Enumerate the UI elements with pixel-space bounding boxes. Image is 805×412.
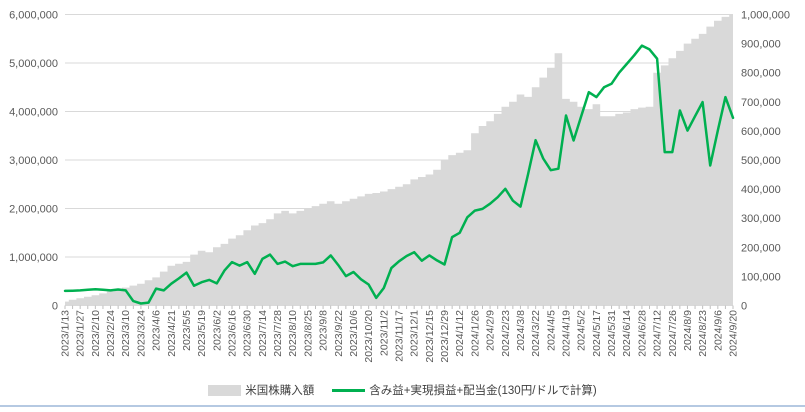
x-axis-label: 2024/9/20 [728, 310, 740, 357]
y-axis-right-tick-label: 600,000 [741, 126, 781, 138]
legend-item-us-stock-purchase[interactable]: 米国株購入額 [208, 382, 314, 398]
legend-label-us-stock-purchase: 米国株購入額 [245, 385, 315, 397]
x-axis-label: 2024/3/22 [530, 310, 542, 357]
x-axis-label: 2024/4/19 [561, 310, 573, 357]
x-axis-label: 2024/2/9 [485, 310, 497, 351]
y-axis-right-tick-label: 800,000 [741, 68, 781, 80]
x-axis-label: 2023/10/6 [348, 310, 360, 357]
x-axis-label: 2023/6/30 [242, 310, 254, 357]
x-axis-label: 2023/9/22 [333, 310, 345, 357]
x-axis-label: 2023/2/24 [105, 310, 117, 357]
x-axis-label: 2024/6/14 [621, 310, 633, 357]
x-axis-label: 2024/7/12 [652, 310, 664, 357]
x-axis-label: 2024/1/26 [469, 310, 481, 357]
y-axis-left-tick-label: 6,000,000 [9, 10, 58, 22]
legend-item-gain[interactable]: 含み益+実現損益+配当金(130円/ドルで計算) [332, 382, 597, 398]
y-axis-right-tick-label: 100,000 [741, 271, 781, 283]
legend: 米国株購入額 含み益+実現損益+配当金(130円/ドルで計算) [0, 382, 805, 398]
x-axis-label: 2023/8/25 [302, 310, 314, 357]
x-axis-label: 2024/4/5 [545, 310, 557, 351]
x-axis-label: 2023/12/1 [409, 310, 421, 357]
x-axis-label: 2024/7/26 [667, 310, 679, 357]
x-axis-label: 2024/8/23 [697, 310, 709, 357]
chart-plot[interactable]: 0 1,000,000 2,000,000 3,000,000 4,000,000 5,0… [0, 0, 805, 378]
x-axis-label: 2023/10/20 [363, 310, 375, 363]
y-axis-right-tick-label: 900,000 [741, 39, 781, 51]
x-axis-label: 2024/5/17 [591, 310, 603, 357]
x-axis-label: 2023/9/8 [318, 310, 330, 351]
x-axis-label: 2023/12/29 [439, 310, 451, 363]
legend-label-gain: 含み益+実現損益+配当金(130円/ドルで計算) [369, 385, 597, 397]
x-axis-label: 2023/6/16 [227, 310, 239, 357]
y-axis-right-tick-label: 400,000 [741, 184, 781, 196]
x-axis-label: 2023/3/24 [135, 310, 147, 357]
y-axis-right-tick-label: 700,000 [741, 97, 781, 109]
y-axis-right-tick-label: 300,000 [741, 213, 781, 225]
x-axis-label: 2024/3/8 [515, 310, 527, 351]
area-series-swatch [208, 384, 242, 396]
x-axis-label: 2023/1/27 [75, 310, 87, 357]
area-series-us-stock-purchase[interactable] [65, 14, 733, 306]
x-axis-label: 2023/4/21 [166, 310, 178, 357]
y-axis-right-tick-label: 1,000,000 [741, 10, 790, 22]
y-axis-left-tick-label: 1,000,000 [9, 252, 58, 264]
x-axis-label: 2024/5/31 [606, 310, 618, 357]
x-axis-label: 2023/7/14 [257, 310, 269, 357]
line-series-gain[interactable] [63, 44, 735, 305]
x-axis-label: 2023/8/10 [287, 310, 299, 357]
x-axis-label: 2023/7/28 [272, 310, 284, 357]
line-series-swatch [332, 388, 366, 392]
y-axis-left-tick-label: 3,000,000 [9, 155, 58, 167]
y-axis-right-tick-label: 200,000 [741, 242, 781, 254]
x-axis-label: 2024/9/6 [712, 310, 724, 351]
x-axis-label: 2023/12/15 [424, 310, 436, 363]
y-axis-right-tick-label: 500,000 [741, 155, 781, 167]
x-axis-label: 2023/11/2 [378, 310, 390, 356]
x-axis-label: 2023/4/6 [151, 310, 163, 351]
x-axis-label: 2024/1/12 [454, 310, 466, 357]
x-axis-label: 2024/8/9 [682, 310, 694, 351]
x-axis-label: 2023/3/10 [120, 310, 132, 357]
y-axis-right-tick-label: 0 [741, 301, 747, 313]
x-axis-label: 2023/5/5 [181, 310, 193, 351]
x-axis-label: 2024/5/2 [576, 310, 588, 351]
x-axis-label: 2023/1/13 [60, 310, 72, 357]
y-axis-left-tick-label: 0 [52, 301, 58, 313]
x-axis-label: 2024/2/23 [500, 310, 512, 357]
chart-bottom-border [0, 405, 805, 407]
x-axis-label: 2023/2/10 [90, 310, 102, 357]
y-axis-left-tick-label: 2,000,000 [9, 204, 58, 216]
x-axis-label: 2024/6/28 [636, 310, 648, 357]
x-axis-label: 2023/5/19 [196, 310, 208, 357]
x-axis-label: 2023/11/17 [394, 310, 406, 362]
y-axis-left-tick-label: 4,000,000 [9, 107, 58, 119]
y-axis-left-tick-label: 5,000,000 [9, 58, 58, 70]
x-axis-label: 2023/6/2 [211, 310, 223, 351]
